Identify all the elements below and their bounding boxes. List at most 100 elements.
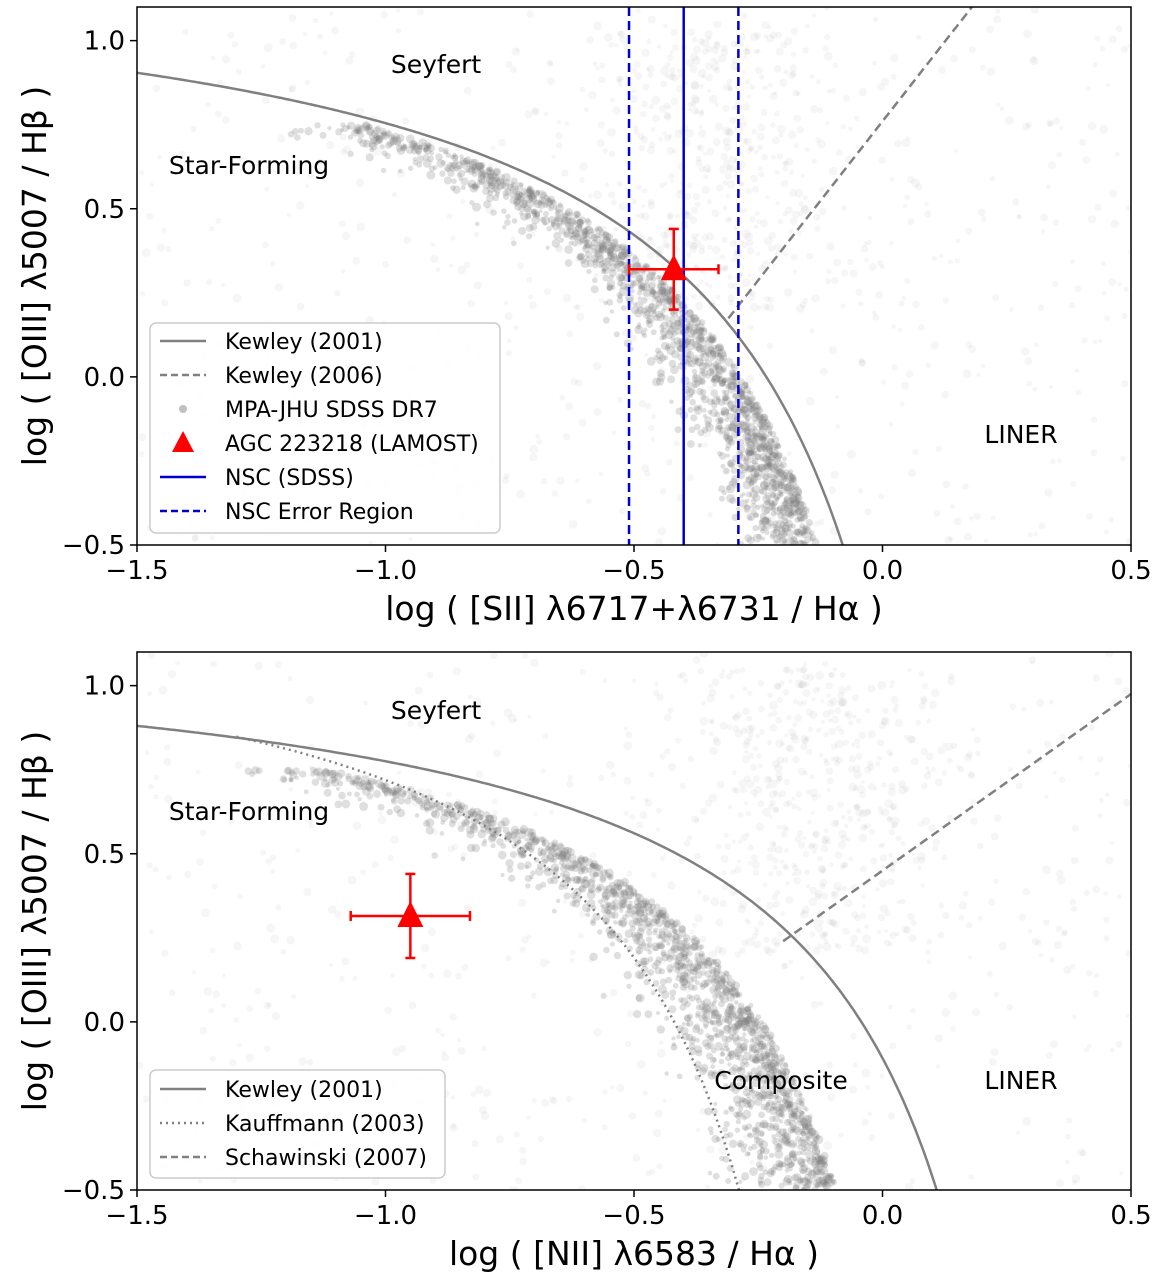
sdss-galaxy-point (705, 423, 714, 432)
sdss-galaxy-point (880, 864, 886, 869)
sdss-galaxy-point (669, 955, 674, 960)
sdss-galaxy-point (801, 506, 810, 515)
sdss-galaxy-point (749, 489, 759, 499)
sdss-galaxy-point (590, 862, 598, 870)
sdss-galaxy-point (552, 858, 557, 864)
bottom-sdss-scatter-cloud (137, 652, 1131, 1190)
sdss-galaxy-point (690, 1035, 697, 1042)
sdss-galaxy-point (562, 899, 568, 904)
sdss-galaxy-point (377, 815, 387, 825)
sdss-galaxy-point (788, 494, 798, 504)
sdss-galaxy-point (613, 226, 618, 232)
sdss-galaxy-point (689, 929, 695, 935)
sdss-galaxy-point (741, 382, 749, 389)
sdss-galaxy-point (196, 858, 204, 866)
sdss-galaxy-point (570, 892, 577, 899)
sdss-galaxy-point (802, 673, 810, 681)
sdss-galaxy-point (401, 792, 407, 798)
sdss-galaxy-point (713, 20, 722, 29)
sdss-galaxy-point (585, 217, 591, 223)
sdss-galaxy-point (635, 993, 645, 1003)
sdss-galaxy-point (822, 1180, 828, 1186)
sdss-galaxy-point (783, 865, 789, 871)
sdss-galaxy-point (606, 279, 616, 288)
sdss-galaxy-point (744, 464, 751, 472)
sdss-galaxy-point (669, 989, 677, 997)
sdss-galaxy-point (423, 146, 432, 155)
sdss-galaxy-point (744, 725, 754, 734)
sdss-galaxy-point (689, 64, 698, 74)
sdss-galaxy-point (692, 239, 701, 249)
sdss-galaxy-point (780, 179, 789, 188)
sdss-galaxy-point (577, 855, 585, 863)
sdss-galaxy-point (755, 1049, 760, 1054)
sdss-galaxy-point (609, 888, 616, 894)
sdss-galaxy-point (295, 163, 303, 171)
sdss-galaxy-point (758, 435, 765, 442)
sdss-galaxy-point (618, 507, 626, 515)
sdss-galaxy-point (968, 345, 977, 354)
sdss-galaxy-point (316, 167, 322, 172)
sdss-galaxy-point (811, 1160, 819, 1169)
sdss-galaxy-point (506, 338, 512, 343)
sdss-galaxy-point (636, 902, 642, 908)
sdss-galaxy-point (448, 810, 456, 818)
sdss-galaxy-point (712, 245, 721, 255)
sdss-galaxy-point (760, 423, 765, 428)
sdss-galaxy-point (741, 462, 750, 472)
sdss-galaxy-point (816, 686, 821, 692)
sdss-galaxy-point (780, 1161, 787, 1168)
sdss-galaxy-point (806, 1126, 814, 1134)
sdss-galaxy-point (539, 196, 546, 204)
sdss-galaxy-point (906, 735, 915, 744)
sdss-galaxy-point (729, 116, 737, 124)
sdss-galaxy-point (750, 509, 757, 515)
sdss-galaxy-point (811, 1146, 821, 1155)
sdss-galaxy-point (772, 1122, 780, 1131)
sdss-galaxy-point (734, 1002, 742, 1009)
sdss-galaxy-point (762, 882, 768, 888)
sdss-galaxy-point (685, 128, 694, 138)
sdss-galaxy-point (709, 350, 715, 355)
sdss-galaxy-point (805, 884, 811, 889)
sdss-galaxy-point (840, 123, 846, 130)
sdss-galaxy-point (725, 673, 733, 680)
sdss-galaxy-point (440, 809, 449, 817)
sdss-galaxy-point (648, 103, 655, 110)
sdss-galaxy-point (516, 489, 525, 499)
sdss-galaxy-point (631, 198, 637, 205)
sdss-galaxy-point (778, 790, 786, 798)
sdss-galaxy-point (574, 224, 583, 232)
sdss-galaxy-point (593, 21, 603, 31)
sdss-galaxy-point (772, 1125, 779, 1132)
sdss-galaxy-point (904, 194, 911, 201)
sdss-galaxy-point (734, 1052, 740, 1057)
sdss-galaxy-point (643, 978, 650, 986)
sdss-galaxy-point (763, 1034, 771, 1042)
sdss-galaxy-point (690, 94, 700, 104)
sdss-galaxy-point (772, 483, 780, 492)
sdss-galaxy-point (920, 697, 928, 705)
sdss-galaxy-point (802, 524, 808, 531)
sdss-galaxy-point (705, 168, 711, 174)
sdss-galaxy-point (775, 47, 784, 56)
sdss-galaxy-point (769, 500, 777, 508)
sdss-galaxy-point (674, 962, 682, 970)
sdss-galaxy-point (397, 787, 402, 792)
sdss-galaxy-point (662, 236, 668, 242)
sdss-galaxy-point (408, 165, 414, 171)
sdss-galaxy-point (720, 411, 725, 416)
sdss-galaxy-point (404, 797, 412, 805)
sdss-galaxy-point (780, 741, 785, 747)
sdss-galaxy-point (706, 335, 711, 340)
sdss-galaxy-point (803, 681, 810, 688)
sdss-galaxy-point (769, 122, 776, 128)
sdss-galaxy-point (1033, 532, 1038, 537)
sdss-galaxy-point (776, 697, 783, 704)
sdss-galaxy-point (930, 688, 940, 698)
sdss-galaxy-point (761, 1121, 769, 1129)
sdss-galaxy-point (723, 83, 731, 91)
sdss-galaxy-point (829, 919, 837, 927)
sdss-galaxy-point (557, 202, 563, 208)
sdss-galaxy-point (763, 945, 771, 954)
